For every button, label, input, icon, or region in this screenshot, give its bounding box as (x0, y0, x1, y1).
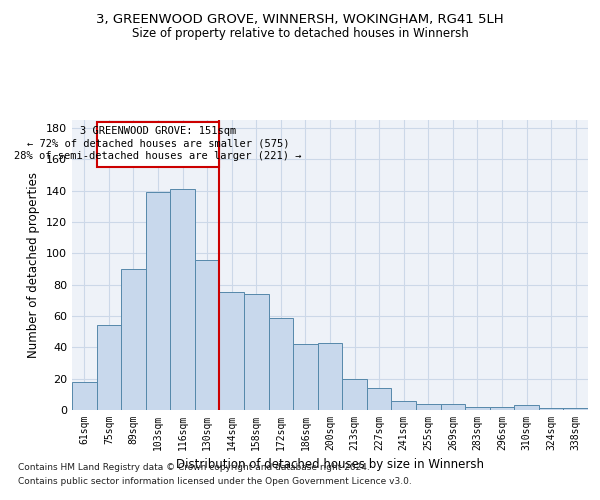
Bar (170, 189, 195, 410)
Bar (465, 407, 490, 410)
Bar (514, 406, 539, 410)
Bar (318, 342, 342, 410)
Bar (342, 378, 367, 410)
Bar (146, 192, 170, 410)
Bar (539, 408, 563, 410)
Bar (490, 407, 514, 410)
Bar (121, 269, 146, 410)
Bar (440, 404, 465, 410)
Bar (195, 260, 220, 410)
Bar (367, 388, 391, 410)
Bar (244, 294, 269, 410)
Text: 3 GREENWOOD GROVE: 151sqm: 3 GREENWOOD GROVE: 151sqm (80, 126, 236, 136)
Bar (391, 400, 416, 410)
Bar (72, 382, 97, 410)
Bar (97, 326, 121, 410)
Bar (220, 292, 244, 410)
Bar (416, 404, 440, 410)
Text: ← 72% of detached houses are smaller (575): ← 72% of detached houses are smaller (57… (27, 139, 289, 149)
Bar (563, 408, 588, 410)
Text: 3, GREENWOOD GROVE, WINNERSH, WOKINGHAM, RG41 5LH: 3, GREENWOOD GROVE, WINNERSH, WOKINGHAM,… (96, 12, 504, 26)
X-axis label: Distribution of detached houses by size in Winnersh: Distribution of detached houses by size … (176, 458, 484, 471)
Y-axis label: Number of detached properties: Number of detached properties (28, 172, 40, 358)
Text: Contains HM Land Registry data © Crown copyright and database right 2024.: Contains HM Land Registry data © Crown c… (18, 464, 370, 472)
Bar (269, 318, 293, 410)
FancyBboxPatch shape (97, 122, 220, 167)
Text: Size of property relative to detached houses in Winnersh: Size of property relative to detached ho… (131, 28, 469, 40)
Text: 28% of semi-detached houses are larger (221) →: 28% of semi-detached houses are larger (… (14, 152, 302, 162)
Text: Contains public sector information licensed under the Open Government Licence v3: Contains public sector information licen… (18, 477, 412, 486)
Bar (293, 344, 318, 410)
